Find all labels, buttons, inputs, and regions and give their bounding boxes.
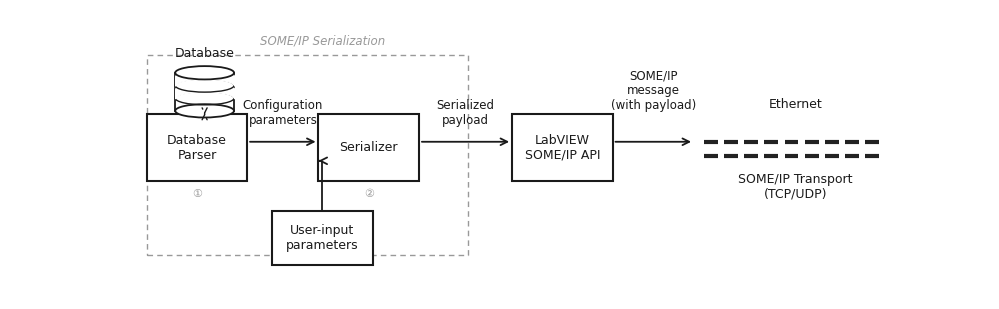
- Text: SOME/IP
message
(with payload): SOME/IP message (with payload): [611, 69, 696, 112]
- Text: ②: ②: [364, 189, 374, 199]
- Text: User-input
parameters: User-input parameters: [286, 224, 359, 252]
- Text: SOME/IP Transport
(TCP/UDP): SOME/IP Transport (TCP/UDP): [738, 173, 852, 201]
- Text: Database: Database: [175, 47, 235, 60]
- Bar: [147, 55, 468, 255]
- Text: Configuration
parameters: Configuration parameters: [243, 99, 323, 128]
- Text: Database
Parser: Database Parser: [167, 134, 227, 162]
- Text: LabVIEW
SOME/IP API: LabVIEW SOME/IP API: [524, 134, 600, 162]
- Ellipse shape: [175, 66, 234, 79]
- Bar: [511, 114, 612, 181]
- Text: Ethernet: Ethernet: [768, 98, 822, 111]
- Text: SOME/IP Serialization: SOME/IP Serialization: [260, 35, 385, 48]
- Text: Serialized
payload: Serialized payload: [437, 99, 495, 128]
- Bar: [319, 114, 420, 181]
- Bar: [147, 114, 247, 181]
- Ellipse shape: [175, 104, 234, 117]
- Text: ①: ①: [192, 189, 202, 199]
- Bar: [272, 211, 373, 265]
- Text: Serializer: Serializer: [340, 141, 398, 154]
